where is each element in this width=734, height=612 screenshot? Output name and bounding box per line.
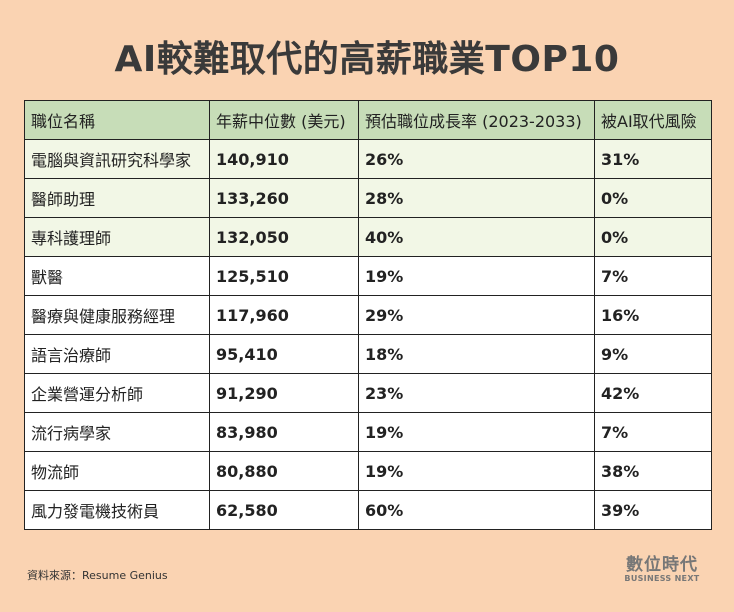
cell-ai-risk: 16%	[594, 295, 712, 335]
cell-job: 獸醫	[24, 256, 210, 296]
cell-job: 專科護理師	[24, 217, 210, 257]
cell-salary: 125,510	[209, 256, 359, 296]
table-row: 語言治療師 95,410 18% 9%	[24, 334, 712, 374]
table-row: 獸醫 125,510 19% 7%	[24, 256, 712, 296]
cell-salary: 133,260	[209, 178, 359, 218]
cell-ai-risk: 31%	[594, 139, 712, 179]
cell-ai-risk: 0%	[594, 178, 712, 218]
cell-ai-risk: 7%	[594, 412, 712, 452]
logo-zh: 數位時代	[626, 555, 698, 575]
cell-job: 電腦與資訊研究科學家	[24, 139, 210, 179]
cell-growth: 19%	[358, 256, 595, 296]
chart-title: AI較難取代的高薪職業TOP10	[114, 39, 620, 80]
cell-salary: 95,410	[209, 334, 359, 374]
table-row: 醫師助理 133,260 28% 0%	[24, 178, 712, 218]
column-header-ai-risk: 被AI取代風險	[594, 100, 712, 140]
cell-job: 醫療與健康服務經理	[24, 295, 210, 335]
cell-ai-risk: 38%	[594, 451, 712, 491]
table-row: 專科護理師 132,050 40% 0%	[24, 217, 712, 257]
source-note: 資料來源：Resume Genius	[27, 569, 168, 582]
column-header-salary: 年薪中位數 (美元)	[209, 100, 359, 140]
table-row: 物流師 80,880 19% 38%	[24, 451, 712, 491]
cell-growth: 26%	[358, 139, 595, 179]
cell-growth: 60%	[358, 490, 595, 530]
cell-ai-risk: 0%	[594, 217, 712, 257]
cell-job: 流行病學家	[24, 412, 210, 452]
cell-salary: 62,580	[209, 490, 359, 530]
column-header-growth: 預估職位成長率 (2023-2033)	[358, 100, 595, 140]
salary-table: 職位名稱 年薪中位數 (美元) 預估職位成長率 (2023-2033) 被AI取…	[24, 100, 712, 530]
table-row: 風力發電機技術員 62,580 60% 39%	[24, 490, 712, 530]
cell-growth: 28%	[358, 178, 595, 218]
cell-job: 醫師助理	[24, 178, 210, 218]
cell-salary: 140,910	[209, 139, 359, 179]
cell-growth: 40%	[358, 217, 595, 257]
cell-job: 語言治療師	[24, 334, 210, 374]
cell-ai-risk: 9%	[594, 334, 712, 374]
cell-salary: 117,960	[209, 295, 359, 335]
cell-ai-risk: 39%	[594, 490, 712, 530]
table-row: 企業營運分析師 91,290 23% 42%	[24, 373, 712, 413]
cell-ai-risk: 42%	[594, 373, 712, 413]
table-body: 電腦與資訊研究科學家 140,910 26% 31% 醫師助理 133,260 28% 0% 專…	[24, 139, 712, 530]
cell-salary: 80,880	[209, 451, 359, 491]
cell-salary: 91,290	[209, 373, 359, 413]
logo-en: BUSINESS NEXT	[624, 574, 700, 583]
table-row: 醫療與健康服務經理 117,960 29% 16%	[24, 295, 712, 335]
cell-growth: 19%	[358, 451, 595, 491]
cell-job: 物流師	[24, 451, 210, 491]
cell-salary: 132,050	[209, 217, 359, 257]
cell-growth: 29%	[358, 295, 595, 335]
cell-growth: 23%	[358, 373, 595, 413]
table-header-row: 職位名稱 年薪中位數 (美元) 預估職位成長率 (2023-2033) 被AI取…	[24, 100, 712, 140]
table-row: 流行病學家 83,980 19% 7%	[24, 412, 712, 452]
cell-growth: 19%	[358, 412, 595, 452]
business-next-logo: 數位時代 BUSINESS NEXT	[622, 556, 702, 584]
cell-growth: 18%	[358, 334, 595, 374]
cell-salary: 83,980	[209, 412, 359, 452]
cell-ai-risk: 7%	[594, 256, 712, 296]
column-header-job: 職位名稱	[24, 100, 210, 140]
cell-job: 風力發電機技術員	[24, 490, 210, 530]
table-row: 電腦與資訊研究科學家 140,910 26% 31%	[24, 139, 712, 179]
cell-job: 企業營運分析師	[24, 373, 210, 413]
